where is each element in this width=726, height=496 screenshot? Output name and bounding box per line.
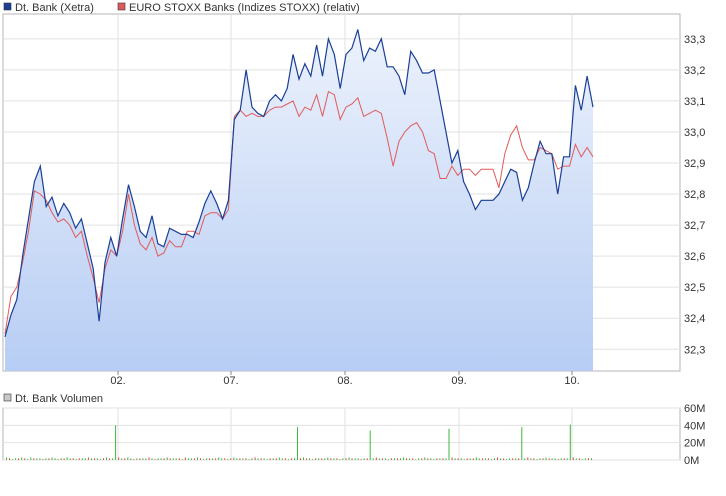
dt-bank-price-line [4,29,594,338]
dt-bank-price-area [5,29,593,371]
price-y-tick-label: 32,5 [684,282,705,294]
price-y-tick-label: 33,2 [684,65,705,77]
price-y-tick-label: 32,3 [684,344,705,356]
volume-panel: 0M 20M 40M 60M Dt. Bank Volumen [2,393,705,467]
volume-y-tick-label: 0M [684,455,699,467]
price-y-tick-label: 32,6 [684,251,705,263]
price-x-tick-label: 07. [223,375,238,387]
dt-bank-legend-label: Dt. Bank (Xetra) [15,2,94,14]
price-y-tick-label: 32,4 [684,313,705,325]
price-panel: 32,3 32,4 32,5 32,6 32,7 32,8 32,9 33,0 33,1 33,2… [2,2,705,387]
volume-legend-label: Dt. Bank Volumen [15,393,103,405]
price-y-axis: 32,3 32,4 32,5 32,6 32,7 32,8 32,9 33,0 33,1 33,2… [684,34,705,356]
price-x-axis: 02. 07. 08. 09. 10. [110,371,580,387]
euro-stoxx-banks-legend-swatch [117,2,126,11]
volume-y-axis: 0M 20M 40M 60M [684,403,705,467]
price-y-tick-label: 32,9 [684,158,705,170]
dt-bank-legend-swatch [3,2,12,11]
volume-plot-frame [2,407,681,461]
price-y-tick-label: 33,0 [684,127,705,139]
price-y-tick-label: 32,7 [684,220,705,232]
price-y-tick-label: 33,3 [684,34,705,46]
volume-legend: Dt. Bank Volumen [3,393,103,405]
price-x-tick-label: 02. [110,375,125,387]
price-x-tick-label: 08. [337,375,352,387]
price-x-tick-label: 10. [564,375,579,387]
volume-y-tick-label: 20M [684,438,705,450]
volume-bars [6,424,592,460]
volume-y-tick-label: 40M [684,420,705,432]
volume-legend-swatch [3,393,12,402]
euro-stoxx-banks-legend-label: EURO STOXX Banks (Indizes STOXX) (relati… [129,2,360,14]
price-y-tick-label: 32,8 [684,189,705,201]
price-legend: Dt. Bank (Xetra) EURO STOXX Banks (Indiz… [3,2,360,14]
price-y-tick-label: 33,1 [684,96,705,108]
price-x-tick-label: 09. [451,375,466,387]
volume-y-tick-label: 60M [684,403,705,415]
